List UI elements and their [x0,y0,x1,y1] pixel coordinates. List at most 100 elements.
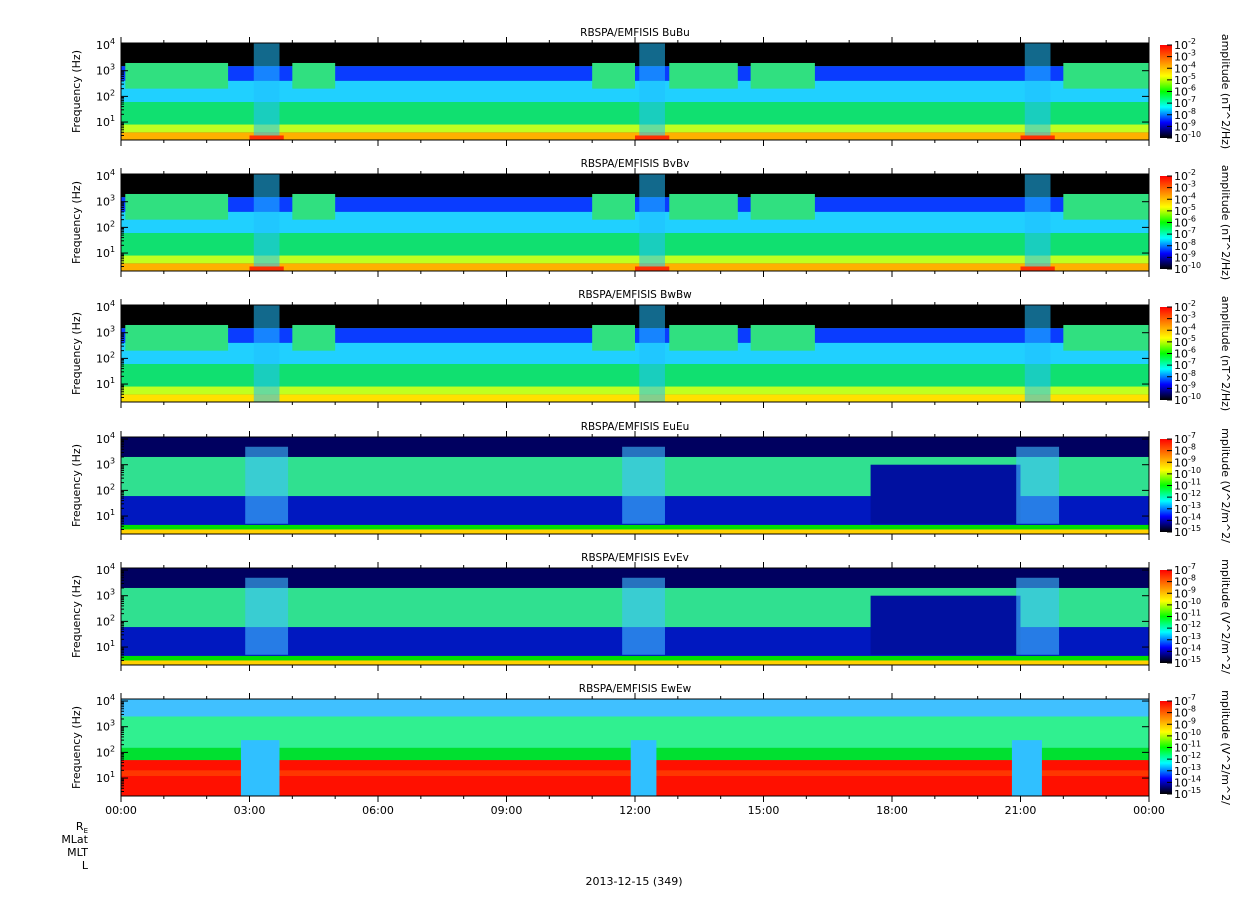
panel-title: RBSPA/EMFISIS BuBu [580,27,690,39]
x-tick-label: 21:00 [1005,804,1037,817]
spectrogram-panel: RBSPA/EMFISIS BuBu Frequency (Hz) 101 102 10… [70,27,1232,149]
colorbar-tick-label: 10-4 [1174,60,1196,75]
y-axis-label: Frequency (Hz) [70,575,83,658]
colorbar-tick-label: 10-8 [1174,107,1196,122]
colorbar-tick-label: 10-9 [1174,454,1196,469]
colorbar-tick-label: 10-15 [1174,786,1201,801]
spectrogram-panel: RBSPA/EMFISIS BwBw Frequency (Hz) 101 102 10… [70,289,1232,411]
colorbar-tick-label: 10-12 [1174,489,1201,504]
orbit-label: MLT [67,846,88,859]
orbit-label: MLat [61,833,88,846]
colorbar-tick-label: 10-11 [1174,740,1201,755]
colorbar-tick-label: 10-13 [1174,763,1201,778]
colorbar-tick-label: 10-12 [1174,751,1201,766]
colorbar-tick-label: 10-13 [1174,501,1201,516]
colorbar-tick-label: 10-2 [1174,37,1196,52]
y-tick-label: 103 [96,63,115,78]
panel-title: RBSPA/EMFISIS EvEv [581,552,689,564]
colorbar-tick-label: 10-8 [1174,443,1196,458]
spectrogram-panel: RBSPA/EMFISIS EuEu Frequency (Hz) 101 102 10… [70,421,1232,543]
colorbar-tick-label: 10-9 [1174,249,1196,264]
y-tick-label: 101 [96,376,115,391]
y-tick-label: 101 [96,770,115,785]
y-axis-label: Frequency (Hz) [70,444,83,527]
y-tick-label: 103 [96,325,115,340]
colorbar-tick-label: 10-3 [1174,311,1196,326]
colorbar-tick-label: 10-8 [1174,705,1196,720]
y-tick-label: 104 [96,562,115,577]
y-tick-label: 104 [96,431,115,446]
colorbar-tick-label: 10-15 [1174,524,1201,539]
colorbar-tick-label: 10-7 [1174,357,1196,372]
colorbar-tick-label: 10-8 [1174,238,1196,253]
y-tick-label: 101 [96,245,115,260]
colorbar-tick-label: 10-7 [1174,95,1196,110]
colorbar-tick-label: 10-7 [1174,562,1196,577]
panel-title: RBSPA/EMFISIS BwBw [578,289,692,301]
x-tick-label: 09:00 [491,804,523,817]
y-axis-label: Frequency (Hz) [70,181,83,264]
y-tick-label: 102 [96,219,115,234]
x-tick-label: 06:00 [362,804,394,817]
colorbar-tick-label: 10-7 [1174,431,1196,446]
colorbar-tick-label: 10-10 [1174,728,1201,743]
spectrogram-panel: RBSPA/EMFISIS BvBv Frequency (Hz) 101 102 10… [70,158,1232,280]
colorbar-tick-label: 10-13 [1174,632,1201,647]
y-tick-label: 104 [96,37,115,52]
colorbar-tick-label: 10-4 [1174,191,1196,206]
panel-title: RBSPA/EMFISIS BvBv [581,158,690,170]
colorbar-tick-label: 10-5 [1174,334,1196,349]
colorbar-tick-label: 10-10 [1174,130,1201,145]
colorbar-tick-label: 10-12 [1174,620,1201,635]
y-axis-label: Frequency (Hz) [70,706,83,789]
colorbar-tick-label: 10-6 [1174,346,1196,361]
colorbar-label: amplitude (nT^2/Hz) [1219,165,1232,280]
x-tick-label: 03:00 [234,804,266,817]
colorbar-tick-label: 10-7 [1174,693,1196,708]
colorbar-tick-label: 10-10 [1174,466,1201,481]
colorbar-tick-label: 10-7 [1174,226,1196,241]
y-tick-label: 101 [96,114,115,129]
colorbar-tick-label: 10-14 [1174,643,1201,658]
colorbar-tick-label: 10-11 [1174,478,1201,493]
y-tick-label: 103 [96,457,115,472]
colorbar-tick-label: 10-9 [1174,585,1196,600]
panel-title: RBSPA/EMFISIS EwEw [579,683,692,695]
spectrogram-panel: RBSPA/EMFISIS EwEw Frequency (Hz) 101 102 10… [70,683,1232,805]
panel-title: RBSPA/EMFISIS EuEu [581,421,690,433]
y-tick-label: 101 [96,639,115,654]
colorbar-tick-label: 10-10 [1174,261,1201,276]
colorbar-tick-label: 10-10 [1174,597,1201,612]
y-tick-label: 102 [96,88,115,103]
colorbar-label: mplitude (V^2/m^2/ [1219,690,1232,805]
colorbar-tick-label: 10-8 [1174,369,1196,384]
x-tick-label: 12:00 [619,804,651,817]
y-tick-label: 104 [96,299,115,314]
y-tick-label: 101 [96,508,115,523]
colorbar-tick-label: 10-11 [1174,609,1201,624]
y-axis-label: Frequency (Hz) [70,312,83,395]
x-tick-label: 18:00 [876,804,908,817]
colorbar-tick-label: 10-9 [1174,118,1196,133]
x-tick-label: 00:00 [105,804,137,817]
colorbar-tick-label: 10-9 [1174,380,1196,395]
colorbar-tick-label: 10-15 [1174,655,1201,670]
y-tick-label: 102 [96,482,115,497]
colorbar-tick-label: 10-2 [1174,168,1196,183]
y-tick-label: 102 [96,613,115,628]
y-tick-label: 103 [96,588,115,603]
colorbar-tick-label: 10-6 [1174,215,1196,230]
colorbar-tick-label: 10-4 [1174,322,1196,337]
colorbar-tick-label: 10-3 [1174,180,1196,195]
date-label: 2013-12-15 (349) [585,875,682,888]
colorbar-tick-label: 10-6 [1174,84,1196,99]
colorbar-tick-label: 10-14 [1174,774,1201,789]
colorbar-tick-label: 10-2 [1174,299,1196,314]
spectrogram-panel: RBSPA/EMFISIS EvEv Frequency (Hz) 101 102 10… [70,552,1232,674]
x-tick-label: 00:00 [1133,804,1165,817]
colorbar-label: mplitude (V^2/m^2/ [1219,559,1232,674]
y-tick-label: 103 [96,719,115,734]
orbit-label: L [82,859,89,872]
